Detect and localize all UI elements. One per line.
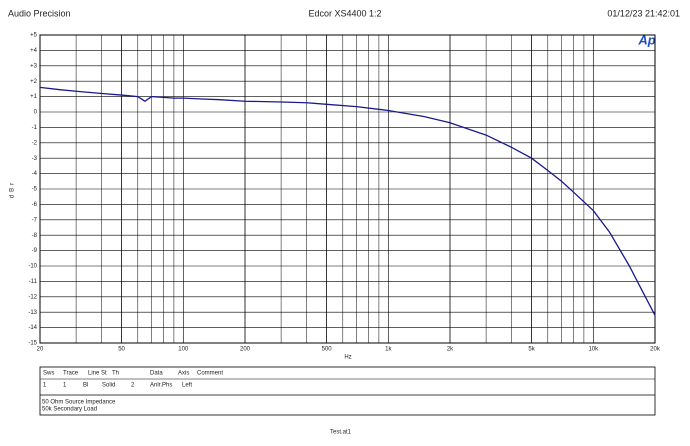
y-tick-label: +3 <box>30 63 38 69</box>
y-tick-label: +1 <box>30 94 38 100</box>
y-tick-label: -10 <box>28 264 37 270</box>
y-tick-label: -6 <box>32 202 38 208</box>
y-tick-label: -14 <box>28 325 37 331</box>
logo: Ap <box>637 32 655 47</box>
x-tick-label: 5k <box>528 347 535 353</box>
x-tick-label: 200 <box>240 347 251 353</box>
data-line <box>39 86 656 316</box>
header-right: 01/12/23 21:42:01 <box>607 8 680 18</box>
y-tick-label: -5 <box>32 187 38 193</box>
y-tick-label: 0 <box>34 110 38 116</box>
note: 50 Ohm Source Impedance <box>42 400 116 406</box>
table-cell: 1 <box>63 383 67 389</box>
y-tick-label: +2 <box>30 79 38 85</box>
x-axis-label: Hz <box>344 355 351 361</box>
x-tick-label: 1k <box>385 347 392 353</box>
table-header: Data <box>150 371 163 377</box>
table-frame <box>39 366 656 416</box>
header-left: Audio Precision <box>8 8 71 18</box>
y-tick-label: -13 <box>28 310 37 316</box>
table-cell: 1 <box>43 383 47 389</box>
x-tick-label: 2k <box>447 347 454 353</box>
header-center: Edcor XS4400 1:2 <box>308 8 381 18</box>
footer: Test.at1 <box>330 430 352 436</box>
x-tick-label: 10k <box>588 347 599 353</box>
y-tick-label: -12 <box>28 294 37 300</box>
x-tick-label: 50 <box>118 347 125 353</box>
y-tick-label: +4 <box>30 48 38 54</box>
y-axis-label: dBr <box>10 180 16 198</box>
table-cell: Bl <box>83 383 88 389</box>
table-header: Trace <box>63 371 79 377</box>
table-header: Th <box>112 371 119 377</box>
y-tick-label: -3 <box>32 156 38 162</box>
y-tick-label: -7 <box>32 217 38 223</box>
table-header: Axis <box>178 371 189 377</box>
table-header: Comment <box>197 371 223 377</box>
y-tick-label: -4 <box>32 171 38 177</box>
table-header: Sws <box>43 371 54 377</box>
table-cell: 2 <box>131 383 135 389</box>
x-tick-label: 500 <box>322 347 333 353</box>
table-cell: Solid <box>102 383 115 389</box>
y-tick-label: -2 <box>32 140 38 146</box>
x-tick-label: 20k <box>650 347 661 353</box>
y-tick-label: -15 <box>28 341 37 347</box>
y-tick-label: -9 <box>32 248 38 254</box>
table-cell: Anlr.Phs <box>150 383 172 389</box>
y-tick-label: +5 <box>30 33 38 39</box>
x-tick-label: 100 <box>178 347 189 353</box>
y-tick-label: -1 <box>32 125 38 131</box>
x-tick-label: 20 <box>37 347 44 353</box>
note: 50k Secondary Load <box>42 407 97 413</box>
table-header: Line St <box>88 371 107 377</box>
y-tick-label: -8 <box>32 233 38 239</box>
table-cell: Left <box>182 383 192 389</box>
y-tick-label: -11 <box>29 279 38 285</box>
